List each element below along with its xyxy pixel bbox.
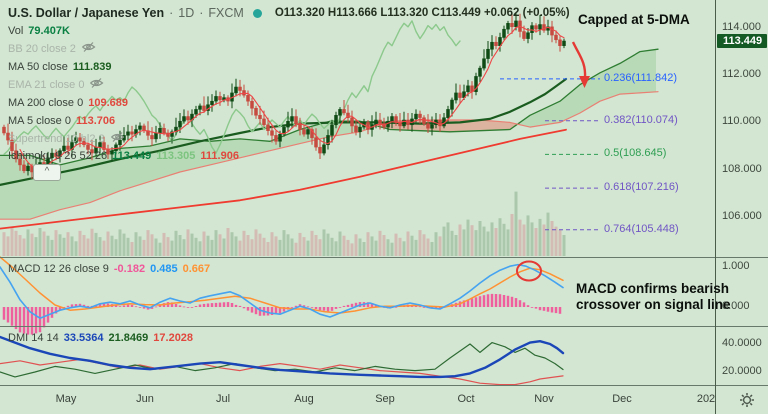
time-axis-label[interactable]: May [55, 393, 77, 405]
macd-hist-value: -0.182 [113, 263, 146, 275]
macd-line-value: 0.485 [150, 263, 178, 275]
minus-di-value: 17.2028 [153, 332, 194, 344]
time-axis-label[interactable]: Sep [375, 393, 395, 405]
legend-row-ema21[interactable]: EMA 21 close 0 [8, 78, 104, 92]
time-axis-label[interactable]: Aug [294, 393, 314, 405]
collapse-pane-button[interactable]: ^ [33, 164, 61, 181]
volume-value: 79.407K [28, 25, 70, 37]
price-axis-label: 110.000 [722, 115, 761, 128]
last-price-badge: 113.449 [717, 34, 768, 48]
legend-row-ma200[interactable]: MA 200 close 0 109.689 [8, 96, 128, 110]
minus-di-line [0, 358, 564, 386]
legend-row-ma50[interactable]: MA 50 close 111.839 [8, 60, 111, 74]
ohlc-values: O113.320 H113.666 L113.320 C113.449 +0.0… [274, 7, 570, 19]
bb-label: BB 20 close 2 [8, 43, 76, 55]
interval-label[interactable]: 1D [178, 6, 195, 20]
chikou-line [3, 20, 461, 155]
price-axis-label: 108.000 [722, 162, 762, 175]
macd-signal-value: 0.667 [182, 263, 211, 275]
fib-level-label: 0.5(108.645) [604, 147, 667, 160]
price-axis-label: 114.000 [722, 21, 761, 33]
symbol-name: U.S. Dollar / Japanese Yen [8, 6, 165, 20]
dmi-axis-label: 40.0000 [722, 337, 762, 349]
symbol-interval: · [169, 6, 174, 20]
price-axis-label: 112.000 [722, 68, 761, 81]
ma5-line [19, 25, 565, 169]
time-axis-label[interactable]: Oct [457, 393, 475, 405]
price-axis-label: 106.000 [722, 209, 762, 222]
legend-row-supertrend[interactable]: Supertrend 10 hl2 3 [8, 132, 125, 146]
ma200-line [0, 128, 567, 230]
legend-row-ichimoku[interactable]: Ichimoku 9 26 52 26 113.449 113.305 111.… [8, 149, 239, 163]
time-axis-label[interactable]: Jul [215, 393, 231, 405]
adx-line [0, 335, 565, 379]
plus-di-line [0, 342, 564, 378]
eye-off-icon[interactable] [110, 131, 125, 147]
fib-level-label: 0.382(110.074) [604, 113, 678, 126]
macd-signal-line [0, 256, 564, 314]
symbol-header[interactable]: U.S. Dollar / Japanese Yen · 1D · FXCM O… [8, 6, 570, 20]
trend-arrow[interactable] [571, 41, 590, 88]
supertrend-label: Supertrend 10 hl2 3 [8, 133, 105, 145]
candles [2, 12, 566, 179]
macd-line [0, 263, 564, 319]
time-axis-label[interactable]: Jun [136, 393, 154, 405]
exchange-label: FXCM [208, 6, 244, 20]
time-axis-label[interactable]: Nov [534, 393, 554, 405]
volume-label: Vol [8, 25, 24, 37]
time-axis-label[interactable]: 202 [696, 393, 716, 405]
ma50-label: MA 50 close [8, 61, 68, 73]
legend-row-volume[interactable]: Vol 79.407K [8, 24, 70, 38]
fib-retracement-lines [500, 78, 600, 231]
annotation-macd-note-line1[interactable]: MACD confirms bearish [576, 281, 730, 296]
legend-row-macd[interactable]: MACD 12 26 close 9 -0.182 0.485 0.667 [8, 262, 210, 276]
eye-off-icon[interactable] [81, 41, 96, 57]
ichimoku-label: Ichimoku 9 26 52 26 [8, 150, 108, 162]
macd-axis-label: 0.000 [722, 300, 750, 312]
volume-bars [2, 191, 566, 256]
ichimoku-value-3: 111.906 [200, 150, 239, 162]
time-axis-label[interactable]: Dec [612, 393, 632, 405]
adx-value: 33.5364 [63, 332, 104, 344]
annotation-macd-note-line2[interactable]: crossover on signal line [576, 297, 731, 312]
eye-off-icon[interactable] [89, 77, 104, 93]
macd-label: MACD 12 26 close 9 [8, 263, 109, 275]
ema21-label: EMA 21 close 0 [8, 79, 85, 91]
ma200-value: 109.689 [88, 97, 128, 109]
legend-row-ma5[interactable]: MA 5 close 0 113.706 [8, 114, 115, 128]
ichimoku-value-2: 113.305 [156, 150, 196, 162]
legend-row-dmi[interactable]: DMI 14 14 33.5364 21.8469 17.2028 [8, 331, 193, 345]
timezone-settings-gear-icon[interactable] [738, 391, 756, 409]
dmi-axis-label: 20.0000 [722, 365, 762, 377]
ma5-label: MA 5 close 0 [8, 115, 71, 127]
macd-histogram [2, 293, 562, 335]
dmi-label: DMI 14 14 [8, 332, 59, 344]
legend-row-bb[interactable]: BB 20 close 2 [8, 42, 96, 56]
annotation-capped-5dma[interactable]: Capped at 5-DMA [578, 12, 690, 27]
fib-level-label: 0.236(111.842) [604, 71, 677, 84]
macd-axis-label: 1.000 [722, 260, 750, 272]
ma5-value: 113.706 [75, 115, 116, 127]
fib-level-label: 0.618(107.216) [604, 181, 679, 194]
market-status-icon [252, 8, 262, 18]
pane-separators [0, 257, 768, 386]
fib-level-label: 0.764(105.448) [604, 222, 679, 235]
ma200-label: MA 200 close 0 [8, 97, 84, 109]
crossover-ellipse[interactable] [516, 260, 542, 282]
ma50-value: 111.839 [72, 61, 112, 73]
plus-di-value: 21.8469 [108, 332, 149, 344]
ichimoku-value-1: 113.449 [112, 150, 152, 162]
ma50-line [0, 77, 568, 186]
